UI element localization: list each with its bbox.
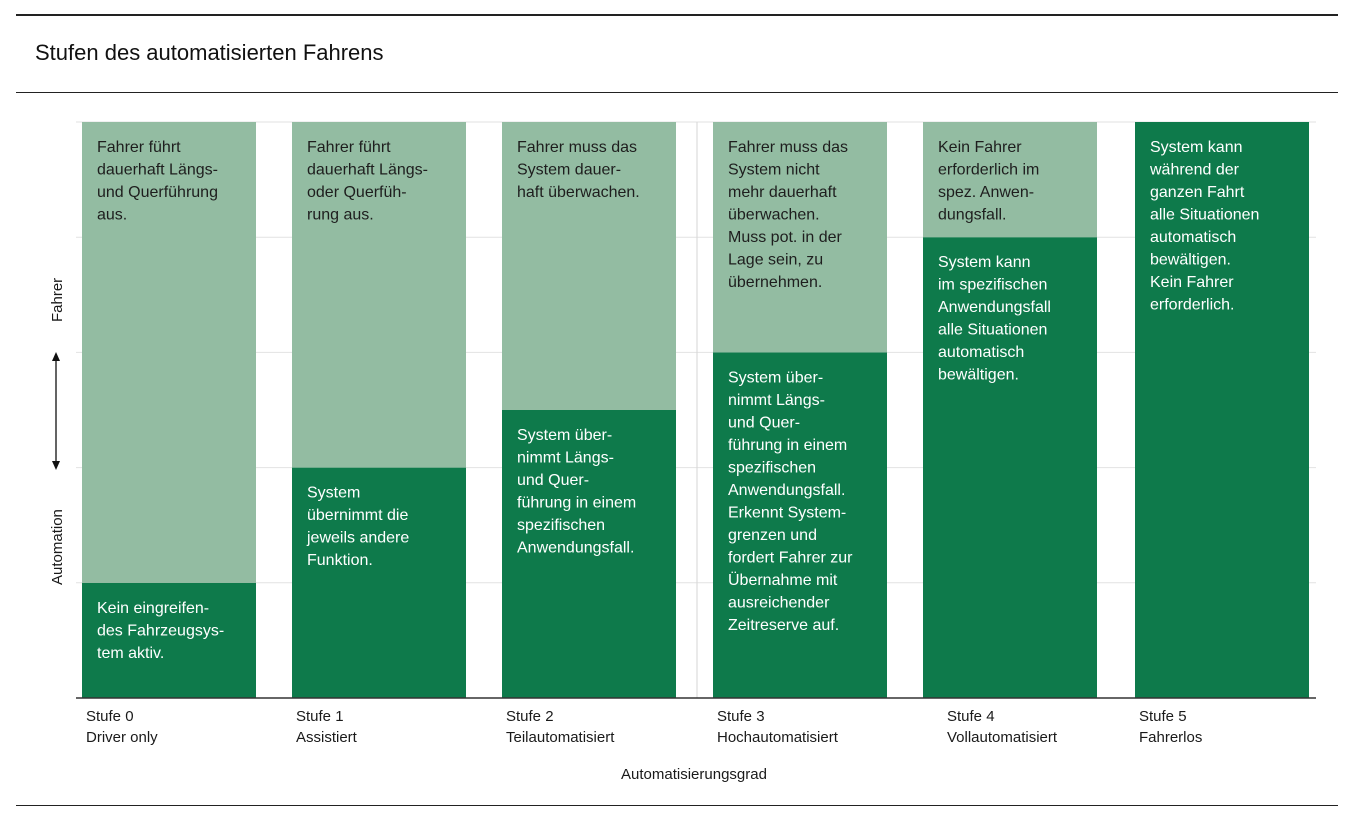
title-divider — [16, 92, 1338, 93]
x-tick-label-5: Stufe 5 Fahrerlos — [1139, 708, 1202, 746]
bar-system-text-4: System kann im spezifischen Anwendungsfall… — [938, 254, 1051, 384]
bar-system-text-0: Kein eingreifen-des Fahrzeugsys-tem akti… — [97, 600, 224, 662]
bar-fahrer-text-2: Fahrer muss das System dauer-haft überwac… — [517, 139, 640, 201]
y-label-automation: Automation — [49, 509, 66, 585]
bar-system-stufe-1 — [292, 467, 466, 698]
arrow-up-icon — [52, 352, 60, 361]
bar-system-stufe-5 — [1135, 122, 1309, 698]
top-rule — [16, 14, 1338, 16]
bar-fahrer-stufe-2 — [502, 122, 676, 410]
arrow-down-icon — [52, 461, 60, 470]
x-tick-label-4: Stufe 4 Vollautomatisiert — [947, 708, 1058, 746]
chart-title: Stufen des automatisierten Fahrens — [35, 40, 384, 65]
bar-system-text-2: System über-nimmt Längs-und Quer-führung… — [517, 427, 636, 557]
bar-fahrer-stufe-1 — [292, 122, 466, 468]
bar-system-stufe-2 — [502, 410, 676, 698]
x-tick-label-0: Stufe 0 Driver only — [86, 708, 158, 746]
y-label-fahrer: Fahrer — [49, 278, 66, 322]
bar-fahrer-stufe-0 — [82, 122, 256, 583]
x-tick-label-3: Stufe 3 Hochautomatisiert — [717, 708, 839, 746]
bar-system-stufe-3 — [713, 352, 887, 698]
x-axis-title: Automatisierungsgrad — [621, 766, 767, 783]
bottom-rule — [16, 805, 1338, 806]
bar-fahrer-stufe-4 — [923, 122, 1097, 238]
x-tick-label-2: Stufe 2 Teilautomatisiert — [506, 708, 615, 746]
bar-system-stufe-4 — [923, 237, 1097, 698]
bar-fahrer-text-0: Fahrer führt dauerhaft Längs-und Querführ… — [97, 139, 218, 224]
bar-system-text-1: System übernimmt die jeweils andere Funktio… — [306, 485, 409, 569]
bar-fahrer-stufe-3 — [713, 122, 887, 353]
bar-fahrer-text-3: Fahrer muss das System nicht mehr dauerhaf… — [728, 139, 848, 291]
bar-fahrer-text-4: Kein Fahrer erforderlich im spez. Anwen-du… — [938, 139, 1039, 224]
bar-system-text-5: System kann während der ganzen Fahrt alle S… — [1149, 139, 1259, 314]
bar-fahrer-text-1: Fahrer führt dauerhaft Längs-oder Querfüh… — [307, 139, 428, 224]
bar-system-stufe-0 — [82, 582, 256, 698]
x-tick-label-1: Stufe 1 Assistiert — [296, 708, 358, 746]
bar-system-text-3: System über-nimmt Längs-und Quer-führung… — [728, 369, 853, 634]
